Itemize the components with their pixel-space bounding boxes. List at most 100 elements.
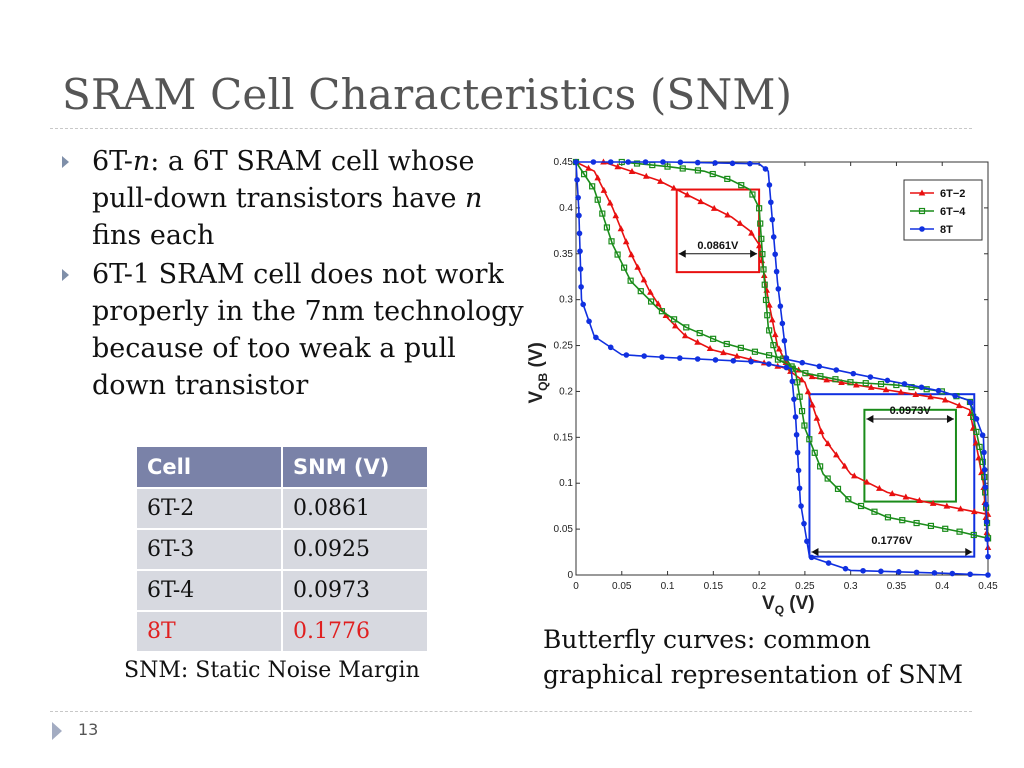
data-point [834, 485, 842, 492]
y-axis-label-sub: QB [536, 372, 550, 390]
data-point [677, 355, 683, 361]
data-point [884, 514, 892, 521]
data-point [773, 268, 780, 275]
data-point [884, 377, 891, 384]
data-point [935, 387, 942, 394]
data-point [860, 567, 866, 574]
data-point [590, 159, 597, 165]
data-point [580, 171, 588, 178]
x-tick-label: 0 [573, 581, 579, 592]
table-cell: 0.0925 [281, 528, 427, 569]
data-point [850, 370, 857, 377]
table-row: 6T-4 0.0973 [137, 569, 427, 610]
arrow-head [866, 414, 874, 423]
data-point [757, 220, 764, 227]
data-point [766, 327, 773, 334]
data-point [943, 502, 951, 509]
data-point [594, 196, 601, 203]
data-point [617, 225, 625, 232]
slide-title: SRAM Cell Characteristics (SNM) [62, 70, 793, 119]
data-point [779, 320, 786, 327]
bullet-text-italic: n [132, 146, 151, 177]
data-point [679, 165, 686, 172]
x-tick-label: 0.25 [795, 581, 815, 592]
data-point [981, 449, 987, 456]
data-point [777, 303, 784, 309]
arrow-head [965, 548, 973, 557]
data-point [825, 560, 832, 566]
x-tick-label: 0.45 [978, 581, 998, 592]
chart-caption-line: graphical representation of SNM [543, 660, 963, 689]
snm-label: 0.1776V [871, 535, 913, 547]
data-point [628, 251, 635, 258]
data-point [606, 199, 614, 206]
data-point [760, 266, 767, 273]
data-point [811, 449, 818, 456]
data-point [723, 340, 730, 348]
data-point [913, 519, 920, 527]
data-point [899, 517, 906, 524]
data-point [817, 373, 824, 380]
table-cell: 0.0861 [281, 487, 427, 528]
data-point [847, 379, 854, 386]
data-point [816, 363, 823, 370]
footer-marker-icon [52, 722, 62, 740]
footer-divider [50, 711, 972, 712]
data-point [982, 484, 989, 490]
data-point [895, 569, 902, 575]
data-point [833, 367, 840, 373]
data-point [783, 364, 790, 371]
data-point [841, 462, 849, 469]
arrow-head [750, 249, 758, 258]
data-point [984, 536, 991, 543]
arrow-head [678, 249, 686, 258]
data-point [942, 525, 949, 532]
data-point [756, 205, 763, 212]
data-point [612, 212, 620, 219]
y-tick-label: 0.15 [554, 432, 574, 443]
data-point [876, 484, 883, 491]
data-point [622, 238, 630, 245]
data-point [694, 159, 701, 166]
table-cell: 0.0973 [281, 569, 427, 610]
data-point [952, 392, 958, 399]
table-row-highlight: 8T 0.1776 [137, 610, 427, 651]
data-point [768, 316, 776, 323]
snm-label: 0.0861V [697, 240, 739, 252]
data-point [979, 458, 986, 465]
data-point [978, 469, 985, 476]
data-point [627, 277, 634, 284]
data-point [766, 352, 773, 359]
data-point [621, 264, 628, 271]
data-point [791, 396, 797, 402]
data-point [806, 436, 813, 443]
x-axis-label-sub: Q [775, 603, 784, 617]
data-point [762, 296, 770, 304]
data-point [794, 449, 801, 456]
legend-marker [919, 226, 925, 232]
data-point [801, 520, 807, 527]
page-number: 13 [78, 720, 99, 739]
data-point [758, 235, 765, 242]
data-point [748, 358, 754, 365]
data-point [712, 160, 718, 166]
bullet-text: 6T-1 SRAM cell does not work properly in… [92, 259, 533, 401]
y-tick-label: 0.05 [554, 524, 574, 535]
data-point [832, 376, 839, 383]
data-point [585, 164, 592, 171]
data-point [766, 361, 772, 367]
data-point [851, 472, 858, 479]
data-point [985, 572, 991, 578]
y-tick-label: 0 [567, 570, 573, 581]
data-point [748, 229, 755, 236]
table-header-row: Cell SNM (V) [137, 447, 427, 487]
bullet-item: 6T-n: a 6T SRAM cell whose pull-down tra… [62, 143, 532, 254]
x-tick-label: 0.35 [887, 581, 907, 592]
data-point [642, 172, 650, 179]
data-point [729, 160, 736, 167]
data-point [949, 570, 956, 577]
data-point [798, 408, 806, 415]
y-tick-label: 0.2 [559, 386, 573, 397]
table-cell: 8T [137, 610, 281, 651]
data-point [599, 210, 606, 217]
